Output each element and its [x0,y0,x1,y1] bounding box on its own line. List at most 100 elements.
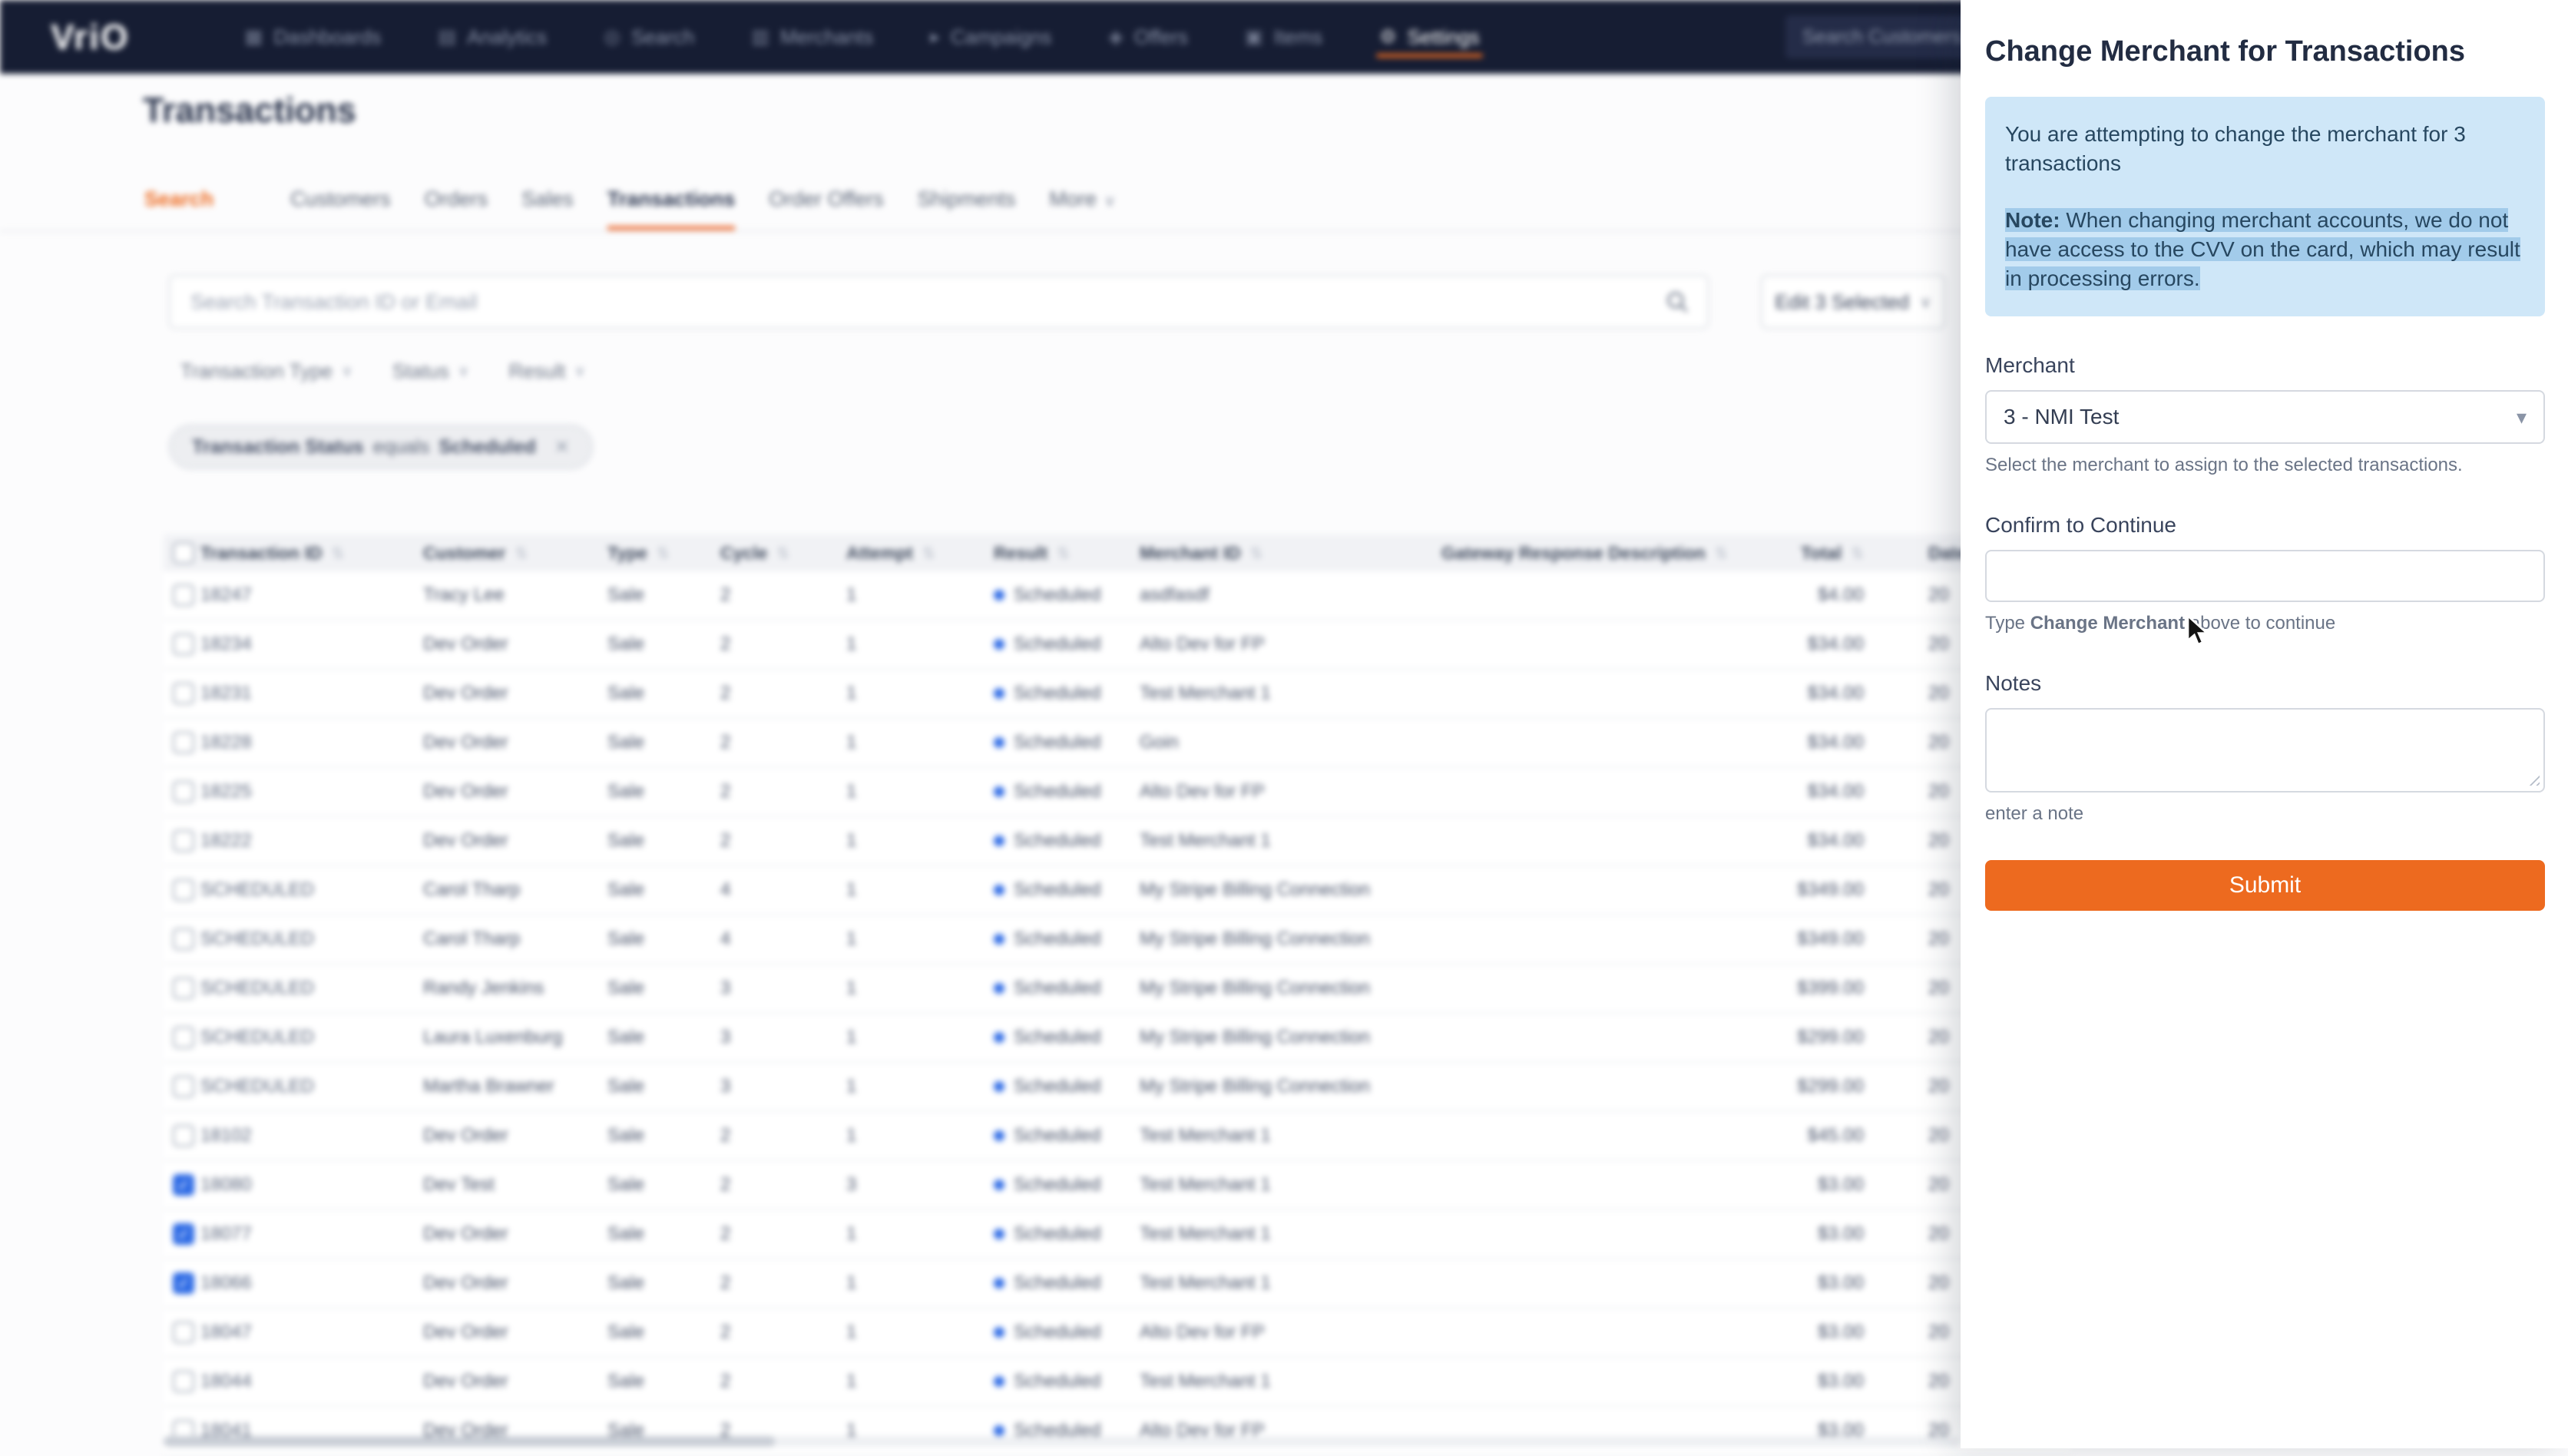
column-header[interactable]: Merchant ID ⇅ [1140,543,1441,564]
column-header[interactable]: Gateway Response Description ⇅ [1441,543,1756,564]
sort-icon[interactable]: ⇅ [1250,544,1263,563]
sort-icon[interactable]: ⇅ [515,544,528,563]
table-row[interactable]: ✓ SCHEDULED Randy Jenkins Sale 3 1 Sched… [164,965,2071,1014]
tab-label: More [1049,187,1097,210]
column-header[interactable]: Type ⇅ [607,543,720,564]
column-header[interactable]: Total ⇅ [1756,543,1871,564]
merchant-select[interactable]: 3 - NMI Test ▾ [1985,390,2545,444]
row-checkbox[interactable]: ✓ [173,1174,194,1196]
tab[interactable]: Customers∨ [290,186,391,230]
nav-item[interactable]: ▣ Items [1245,0,1322,74]
nav-item[interactable]: ▥ Merchants [751,0,873,74]
filter-label: Transaction Type [180,359,333,383]
attempt-cell: 1 [846,1371,994,1392]
table-row[interactable]: ✓ 18080 Dev Test Sale 2 3 Scheduled Test… [164,1161,2071,1210]
row-checkbox[interactable]: ✓ [173,978,194,999]
table-row[interactable]: ✓ SCHEDULED Laura Luxenburg Sale 3 1 Sch… [164,1014,2071,1063]
column-header[interactable]: Transaction ID ⇅ [200,543,423,564]
result-cell: Scheduled [994,928,1140,950]
merchant-cell: My Stripe Billing Connection [1140,879,1441,901]
nav-item[interactable]: ▤ Analytics [438,0,547,74]
table-row[interactable]: ✓ 18041 Dev Order Sale 2 1 Scheduled Alt… [164,1407,2071,1456]
sort-icon[interactable]: ⇅ [776,544,789,563]
table-row[interactable]: ✓ 18222 Dev Order Sale 2 1 Scheduled Tes… [164,817,2071,866]
customer-cell: Laura Luxenburg [423,1027,607,1048]
nav-item-label: Offers [1134,25,1188,49]
row-checkbox[interactable]: ✓ [173,1027,194,1048]
table-row[interactable]: ✓ 18231 Dev Order Sale 2 1 Scheduled Tes… [164,670,2071,719]
nav-item-icon: ▸ [930,25,940,48]
filter-dropdown[interactable]: Result ∨ [509,359,586,383]
column-header[interactable]: Customer ⇅ [423,543,607,564]
nav-item[interactable]: ⚙ Settings [1379,0,1479,74]
row-checkbox[interactable]: ✓ [173,683,194,704]
column-header[interactable]: Attempt ⇅ [846,543,994,564]
nav-item[interactable]: ▦ Dashboards [245,0,382,74]
table-row[interactable]: ✓ 18047 Dev Order Sale 2 1 Scheduled Alt… [164,1309,2071,1358]
filter-dropdown[interactable]: Status ∨ [392,359,469,383]
row-checkbox[interactable]: ✓ [173,1272,194,1294]
sort-icon[interactable]: ⇅ [1715,544,1728,563]
merchant-cell: Alto Dev for FP [1140,1322,1441,1343]
tab[interactable]: Sales∨ [521,186,574,230]
edit-selected-button[interactable]: Edit 3 Selected ∨ [1761,275,1945,329]
row-checkbox[interactable]: ✓ [173,830,194,852]
column-header[interactable]: Cycle ⇅ [720,543,846,564]
remove-filter-icon[interactable]: ✕ [554,436,570,458]
nav-item-icon: ▦ [245,25,263,48]
row-checkbox[interactable]: ✓ [173,928,194,950]
tab[interactable]: Search∨ [144,186,213,230]
nav-item-icon: ▣ [1245,25,1263,48]
table-row[interactable]: ✓ 18234 Dev Order Sale 2 1 Scheduled Alt… [164,620,2071,670]
row-checkbox[interactable]: ✓ [173,1076,194,1097]
total-cell: $34.00 [1756,830,1871,852]
row-checkbox[interactable]: ✓ [173,634,194,655]
sort-icon[interactable]: ⇅ [1057,544,1070,563]
scrollbar-thumb[interactable] [164,1436,775,1447]
column-header[interactable]: Result ⇅ [994,543,1140,564]
nav-item[interactable]: ▸ Campaigns [930,0,1051,74]
table-row[interactable]: ✓ SCHEDULED Martha Brawner Sale 3 1 Sche… [164,1063,2071,1112]
confirm-input[interactable] [1985,550,2545,602]
result-label: Scheduled [1014,781,1100,802]
filter-dropdown[interactable]: Transaction Type ∨ [180,359,352,383]
table-row[interactable]: ✓ 18066 Dev Order Sale 2 1 Scheduled Tes… [164,1259,2071,1309]
row-checkbox[interactable]: ✓ [173,781,194,802]
chevron-down-icon: ∨ [1104,193,1116,210]
row-checkbox[interactable]: ✓ [173,1371,194,1392]
table-row[interactable]: ✓ 18044 Dev Order Sale 2 1 Scheduled Tes… [164,1358,2071,1407]
submit-button[interactable]: Submit [1985,860,2545,911]
tab[interactable]: Transactions∨ [607,186,736,230]
table-row[interactable]: ✓ SCHEDULED Carol Tharp Sale 4 1 Schedul… [164,866,2071,915]
table-row[interactable]: ✓ 18225 Dev Order Sale 2 1 Scheduled Alt… [164,768,2071,817]
table-row[interactable]: ✓ 18077 Dev Order Sale 2 1 Scheduled Tes… [164,1210,2071,1259]
table-row[interactable]: ✓ SCHEDULED Carol Tharp Sale 4 1 Schedul… [164,915,2071,965]
tab[interactable]: More ∨ [1049,186,1115,230]
tab[interactable]: Orders∨ [425,186,488,230]
row-checkbox[interactable]: ✓ [173,584,194,606]
nav-item[interactable]: ◈ Offers [1108,0,1188,74]
transaction-search-input[interactable] [170,290,1664,314]
cycle-cell: 4 [720,928,846,950]
row-checkbox[interactable]: ✓ [173,1125,194,1147]
row-checkbox[interactable]: ✓ [173,1322,194,1343]
row-checkbox[interactable]: ✓ [173,1223,194,1245]
chip-value: Scheduled [438,436,535,458]
tab[interactable]: Order Offers∨ [769,186,884,230]
row-checkbox[interactable]: ✓ [173,879,194,901]
nav-item[interactable]: ◎ Search [604,0,694,74]
row-checkbox[interactable]: ✓ [173,732,194,753]
table-row[interactable]: ✓ 18102 Dev Order Sale 2 1 Scheduled Tes… [164,1112,2071,1161]
table-row[interactable]: ✓ 18228 Dev Order Sale 2 1 Scheduled Goi… [164,719,2071,768]
sort-icon[interactable]: ⇅ [1851,544,1864,563]
sort-icon[interactable]: ⇅ [657,544,670,563]
check-icon: ✓ [177,1225,190,1244]
notes-textarea[interactable] [1985,708,2545,793]
table-row[interactable]: ✓ 18247 Tracy Lee Sale 2 1 Scheduled asd… [164,571,2071,620]
sort-icon[interactable]: ⇅ [331,544,344,563]
select-all-checkbox[interactable] [173,542,194,564]
tab[interactable]: Shipments∨ [918,186,1016,230]
total-cell: $34.00 [1756,634,1871,655]
horizontal-scrollbar[interactable] [164,1436,1961,1447]
sort-icon[interactable]: ⇅ [922,544,935,563]
